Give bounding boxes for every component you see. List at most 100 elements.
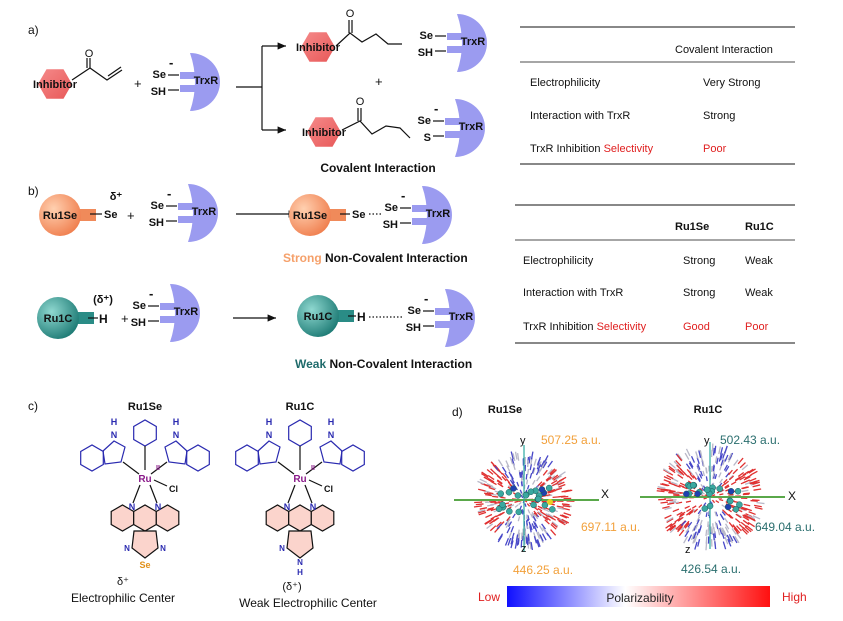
polarizability-spike: [536, 458, 541, 466]
polarizability-spike: [703, 502, 707, 507]
atom-ball: [727, 497, 734, 505]
polarizability-spike: [537, 511, 543, 516]
cl-label: Cl: [324, 484, 333, 494]
polarizability-spike: [561, 514, 570, 519]
polarizability-spike: [526, 479, 529, 485]
inhibitor-reactant-hexagon: [38, 69, 72, 99]
polarizability-spike: [734, 518, 741, 524]
atom-ball: [689, 481, 697, 489]
polarizability-spike: [512, 463, 516, 470]
polarizability-spike: [537, 507, 543, 512]
polarizability-spike: [562, 503, 570, 506]
z-axis-label: z: [685, 544, 691, 556]
trxr-label: TrxR: [192, 206, 217, 218]
polarizability-spike: [728, 475, 735, 481]
polarizability-spike: [722, 541, 727, 550]
trxr-arm: [447, 33, 471, 40]
polarizability-spike: [668, 462, 676, 469]
polarizability-spike: [487, 477, 495, 483]
trxr-body: [188, 184, 218, 242]
polarizability-spike: [739, 462, 746, 469]
phen-ring-right: [155, 504, 180, 532]
polarizability-spike: [489, 525, 497, 532]
polarizability-spike: [685, 463, 691, 470]
ru-label: Ru: [138, 474, 151, 485]
polarizability-spike: [500, 496, 506, 499]
polarizability-spike: [538, 525, 544, 532]
polarizability-spike: [530, 541, 534, 551]
polarizability-spike: [746, 468, 754, 474]
polarizability-spike: [473, 505, 482, 508]
trxr-arm: [445, 118, 469, 125]
ru1c-reactant-sphere: [37, 297, 79, 339]
ru1c-product-sphere: [297, 295, 339, 337]
imidazole-ring-right: [319, 440, 343, 465]
polarizability-spike: [544, 494, 551, 497]
polarizability-spike: [672, 508, 680, 513]
x-polarizability-value: 697.11 a.u.: [581, 520, 640, 534]
polarizability-spike: [734, 526, 741, 534]
polarizability-spike: [527, 468, 530, 475]
polarizability-spike: [543, 455, 549, 463]
oxygen-label: O: [346, 8, 355, 20]
trxr-body: [422, 186, 452, 244]
polarizability-spike: [505, 460, 510, 468]
polarizability-spike: [497, 533, 504, 541]
polarizability-spike: [478, 488, 486, 492]
polarizability-spike: [743, 476, 751, 481]
polarizability-spike: [667, 502, 675, 505]
polarizability-spike: [486, 523, 494, 530]
polarizability-spike: [741, 528, 748, 535]
table-row-label: TrxR Inhibition Selectivity: [523, 321, 647, 333]
polarizability-spike: [719, 527, 724, 534]
polarizability-spike: [705, 512, 708, 518]
polarizability-spike: [728, 452, 734, 461]
table-row-value: Very Strong: [703, 77, 760, 89]
polarizability-spike: [698, 473, 703, 479]
polarizability-spike: [507, 504, 513, 507]
weak-word: Weak: [295, 357, 326, 371]
polarizability-spike: [487, 504, 494, 507]
ru-n-bond: [122, 461, 140, 475]
polarizability-spike: [736, 513, 743, 518]
trxr-body: [190, 53, 220, 111]
atom-ball: [522, 492, 530, 499]
polarizability-spike: [512, 513, 516, 519]
polarizability-spike: [543, 513, 550, 518]
polarizability-spike: [730, 481, 737, 486]
polarizability-spike: [537, 511, 542, 517]
polarizability-spike: [505, 522, 511, 529]
trxr-arm: [160, 303, 184, 310]
polarizability-spike: [737, 471, 745, 477]
polarizability-spike: [733, 459, 739, 466]
trxr-arm: [445, 131, 469, 138]
table-value-ru1se: Good: [683, 321, 710, 333]
ru1c-reactant-label: Ru1C: [44, 313, 73, 325]
polarizability-spike: [752, 515, 761, 520]
polarizability-spike: [514, 451, 518, 460]
polarizability-spike: [542, 515, 549, 521]
trxr-arm: [412, 205, 436, 212]
covalent-caption: Covalent Interaction: [320, 161, 435, 175]
polarizability-spike: [696, 516, 701, 522]
polarizability-spike: [673, 492, 680, 495]
polarizability-spike: [734, 535, 740, 544]
caption-weak-electrophilic-center: Weak Electrophilic Center: [239, 596, 377, 610]
trxr-b1: TrxR Se- SH: [149, 184, 218, 242]
polarizability-spike: [541, 523, 546, 530]
benzo-ring-left: [80, 444, 104, 472]
polarizability-spike: [742, 486, 749, 490]
polarizability-spike: [550, 523, 557, 530]
atom-label: Se: [133, 300, 146, 312]
polarizability-spike: [665, 523, 673, 529]
polarizability-spike: [537, 505, 543, 509]
polarizability-spike: [724, 454, 729, 462]
polarizability-spike: [666, 518, 674, 524]
n-label: N: [266, 430, 273, 440]
polarizability-spike: [735, 513, 742, 519]
charge-minus: -: [401, 188, 405, 203]
y-axis-label: y: [704, 435, 710, 447]
polarizability-spike: [512, 453, 516, 462]
polarizability-spike: [742, 514, 750, 519]
polarizability-spike: [737, 457, 744, 465]
